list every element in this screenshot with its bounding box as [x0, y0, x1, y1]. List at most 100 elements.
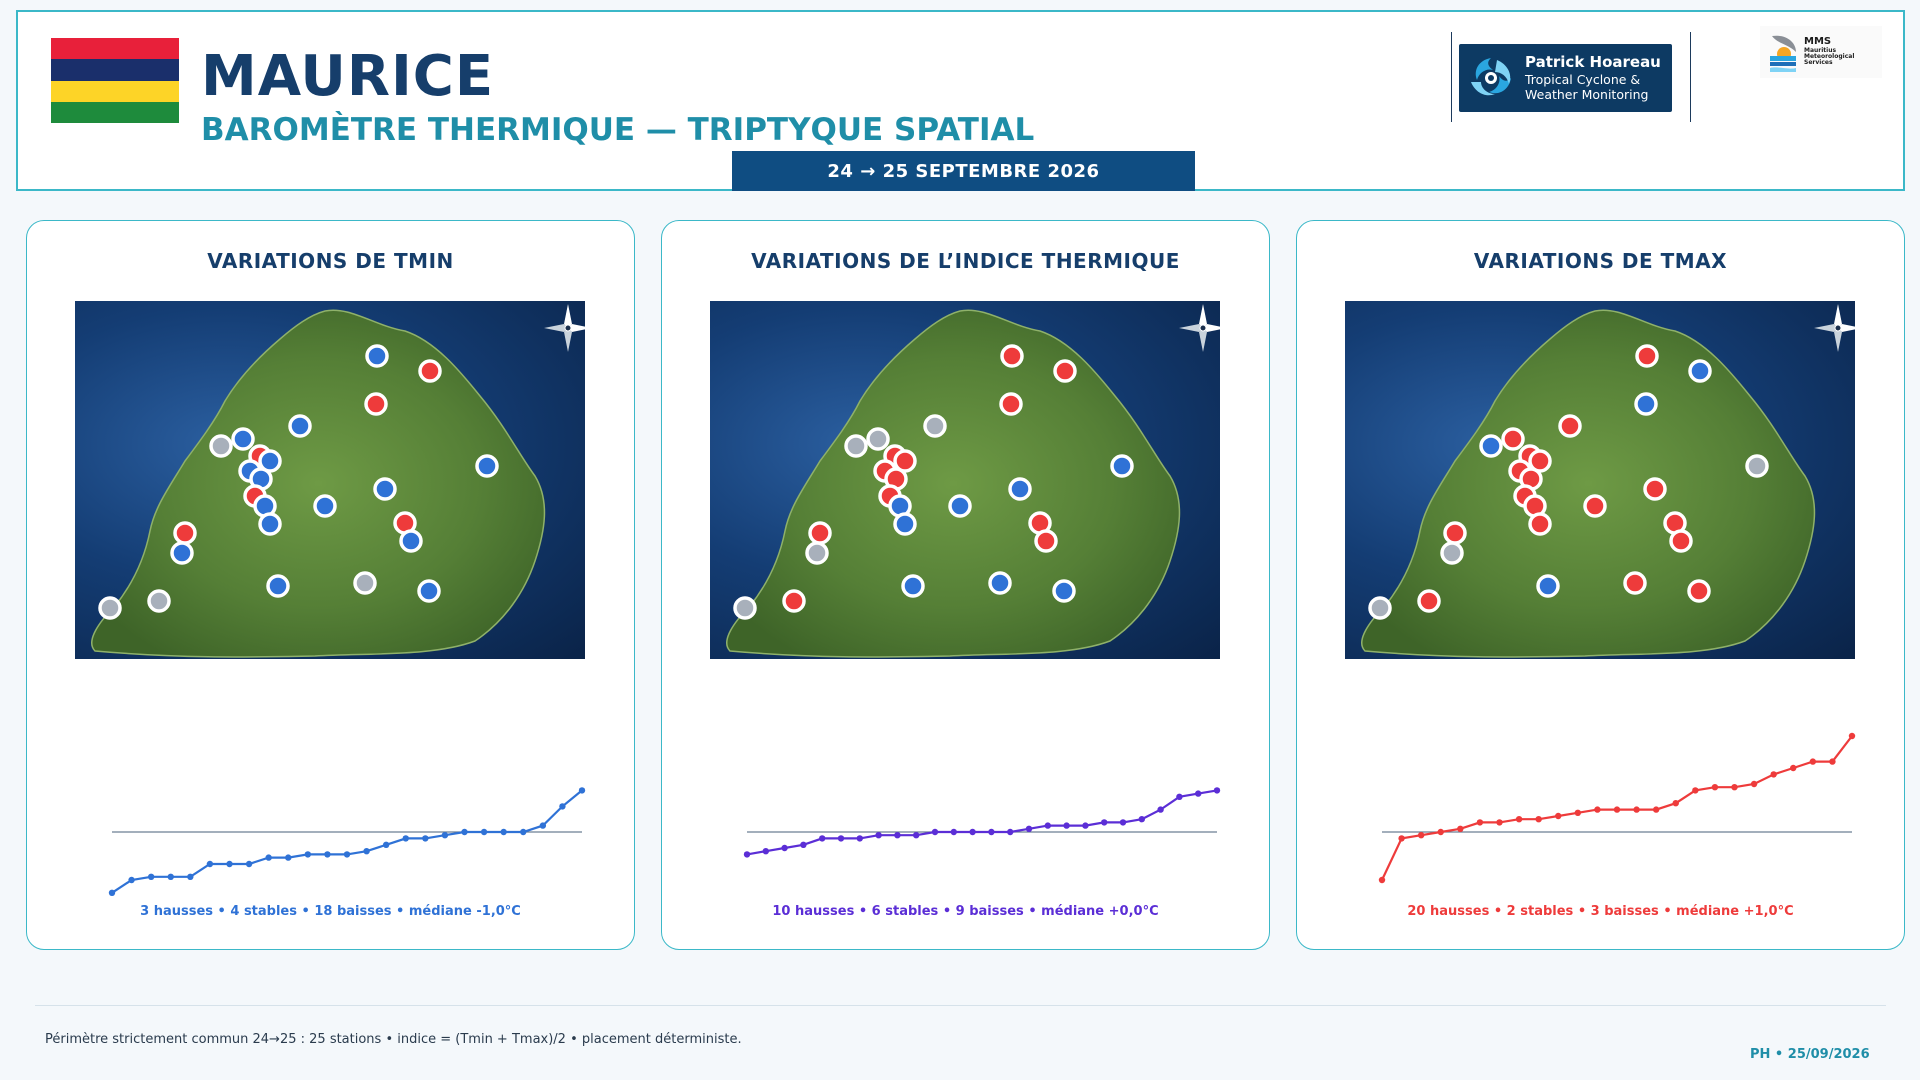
station-marker-fall[interactable]: [313, 494, 337, 518]
station-marker-rise[interactable]: [1623, 571, 1647, 595]
station-marker-fall[interactable]: [231, 427, 255, 451]
sparkline-point: [1176, 793, 1183, 800]
station-marker-rise[interactable]: [364, 392, 388, 416]
station-marker-rise[interactable]: [1635, 344, 1659, 368]
mms-line1: Mauritius: [1804, 46, 1837, 54]
station-marker-fall[interactable]: [893, 512, 917, 536]
station-marker-fall[interactable]: [475, 454, 499, 478]
sparkline-point: [1652, 806, 1660, 813]
station-marker-rise[interactable]: [1643, 477, 1667, 501]
station-marker-fall[interactable]: [266, 574, 290, 598]
station-marker-stable[interactable]: [209, 434, 233, 458]
station-marker-rise[interactable]: [1000, 344, 1024, 368]
mms-line3: Services: [1804, 59, 1833, 67]
station-marker-stable[interactable]: [923, 414, 947, 438]
ph-logo-line1: Tropical Cyclone &: [1525, 71, 1641, 87]
station-marker-fall[interactable]: [1008, 477, 1032, 501]
header: MAURICE BAROMÈTRE THERMIQUE — TRIPTYQUE …: [16, 10, 1905, 191]
station-marker-rise[interactable]: [1528, 449, 1552, 473]
station-marker-rise[interactable]: [782, 589, 806, 613]
station-marker-fall[interactable]: [399, 529, 423, 553]
sparkline-point: [781, 844, 788, 852]
sparkline-point: [1119, 819, 1127, 826]
panel-indice: VARIATIONS DE L’INDICE THERMIQUE 10 haus…: [661, 220, 1270, 950]
station-marker-rise[interactable]: [1687, 579, 1711, 603]
station-marker-fall[interactable]: [1110, 454, 1134, 478]
station-marker-fall[interactable]: [258, 512, 282, 536]
panel-stats: 3 hausses • 4 stables • 18 baisses • méd…: [140, 904, 521, 919]
station-marker-fall[interactable]: [1479, 434, 1503, 458]
station-marker-fall[interactable]: [1634, 392, 1658, 416]
mms-abbr: MMS: [1804, 36, 1832, 48]
station-marker-rise[interactable]: [1558, 414, 1582, 438]
compass-rose-icon: [1179, 304, 1220, 352]
sparkline-point: [382, 841, 390, 848]
sparkline-point: [1437, 828, 1444, 836]
station-marker-fall[interactable]: [417, 579, 441, 603]
island-landmass: [1361, 309, 1816, 658]
station-marker-fall[interactable]: [288, 414, 312, 438]
sparkline-point: [147, 873, 155, 880]
sparkline-point: [913, 832, 920, 839]
sparkline-point: [1594, 806, 1601, 813]
station-marker-fall[interactable]: [1688, 359, 1712, 383]
station-marker-fall[interactable]: [365, 344, 389, 368]
station-marker-stable[interactable]: [866, 427, 890, 451]
sparkline-point: [285, 854, 292, 861]
station-marker-rise[interactable]: [999, 392, 1023, 416]
station-marker-fall[interactable]: [988, 571, 1012, 595]
station-marker-rise[interactable]: [1053, 359, 1077, 383]
station-marker-rise[interactable]: [1528, 512, 1552, 536]
station-marker-rise[interactable]: [1501, 427, 1525, 451]
station-marker-rise[interactable]: [893, 449, 917, 473]
sparkline-point: [480, 828, 488, 836]
map-svg: [1361, 304, 1855, 658]
station-marker-rise[interactable]: [1443, 521, 1467, 545]
sparkline-point: [363, 848, 370, 855]
sparkline-point: [1476, 819, 1484, 826]
station-marker-stable[interactable]: [98, 596, 122, 620]
compass-rose-icon: [544, 304, 585, 352]
station-marker-stable[interactable]: [1745, 454, 1769, 478]
station-marker-fall[interactable]: [901, 574, 925, 598]
sparkline-point: [245, 860, 253, 868]
sparkline-point: [1574, 809, 1582, 816]
footer-note: Périmètre strictement commun 24→25 : 25 …: [45, 1032, 742, 1047]
sparkline-point: [988, 828, 995, 836]
sparkline-point: [1213, 787, 1221, 794]
station-marker-rise[interactable]: [1583, 494, 1607, 518]
station-marker-fall[interactable]: [373, 477, 397, 501]
station-marker-stable[interactable]: [147, 589, 171, 613]
sparkline-chart: [108, 787, 586, 896]
ph-logo-name: Patrick Hoareau: [1525, 53, 1661, 71]
sparkline-point: [819, 835, 826, 842]
station-marker-fall[interactable]: [948, 494, 972, 518]
station-marker-stable[interactable]: [805, 541, 829, 565]
sparkline-point: [1633, 806, 1640, 813]
station-marker-stable[interactable]: [353, 571, 377, 595]
station-marker-rise[interactable]: [173, 521, 197, 545]
sparkline-point: [1711, 784, 1719, 791]
sparkline-point: [800, 841, 807, 848]
sparkline-point: [743, 851, 751, 858]
sparkline-point: [1750, 780, 1758, 788]
station-marker-rise[interactable]: [418, 359, 442, 383]
flag-stripe-red: [51, 38, 179, 60]
station-marker-rise[interactable]: [1034, 529, 1058, 553]
station-marker-fall[interactable]: [1536, 574, 1560, 598]
sparkline-chart: [1378, 732, 1856, 884]
sparkline-point: [837, 835, 845, 842]
sparkline-point: [1770, 771, 1777, 778]
station-marker-rise[interactable]: [808, 521, 832, 545]
station-marker-stable[interactable]: [733, 596, 757, 620]
station-marker-stable[interactable]: [1440, 541, 1464, 565]
station-marker-stable[interactable]: [1368, 596, 1392, 620]
sparkline-point: [1101, 819, 1108, 826]
station-marker-rise[interactable]: [1669, 529, 1693, 553]
station-marker-fall[interactable]: [170, 541, 194, 565]
station-marker-rise[interactable]: [1417, 589, 1441, 613]
sparkline-point: [1555, 812, 1562, 820]
station-marker-fall[interactable]: [1052, 579, 1076, 603]
station-marker-fall[interactable]: [258, 449, 282, 473]
station-marker-stable[interactable]: [844, 434, 868, 458]
